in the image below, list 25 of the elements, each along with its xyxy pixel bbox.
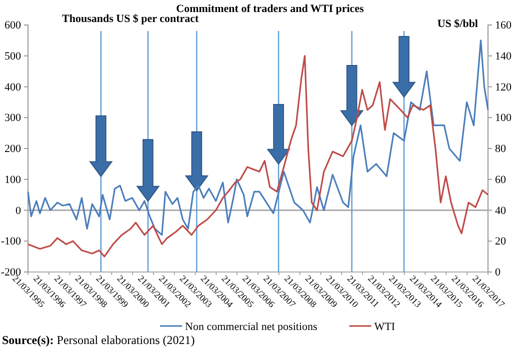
y-tick-label: 300 — [4, 112, 22, 124]
y2-axis-title: US $/bbl — [437, 18, 478, 30]
line-series — [27, 40, 489, 236]
y-tick-label: 100 — [4, 174, 22, 186]
y-tick-label: 600 — [4, 20, 22, 32]
y2-tick-label: 160 — [495, 20, 512, 32]
source-note: Source(s): Personal elaborations (2021) — [2, 333, 195, 347]
y2-tick-label: 80 — [495, 143, 506, 156]
y2-tick-label: 20 — [495, 236, 506, 248]
y-tick-label: 400 — [4, 81, 22, 94]
y2-tick-label: 140 — [495, 50, 512, 62]
legend-label: Non commercial net positions — [185, 321, 318, 333]
y-tick-label: -100 — [0, 236, 22, 248]
y2-tick-label: 60 — [495, 174, 506, 186]
y-tick-label: 500 — [4, 50, 22, 62]
y-tick-label: 200 — [4, 143, 22, 156]
y-tick-label: 0 — [16, 204, 22, 217]
y2-tick-label: 0 — [495, 266, 501, 279]
line-series — [27, 55, 489, 258]
chart-title: Commitment of traders and WTI prices — [176, 3, 365, 15]
y2-tick-label: 40 — [495, 204, 506, 217]
legend-label: WTI — [374, 321, 396, 333]
y2-tick-label: 100 — [495, 112, 512, 124]
y2-tick-label: 120 — [495, 81, 512, 94]
y-axis-title: Thousands US $ per contract — [62, 13, 200, 25]
